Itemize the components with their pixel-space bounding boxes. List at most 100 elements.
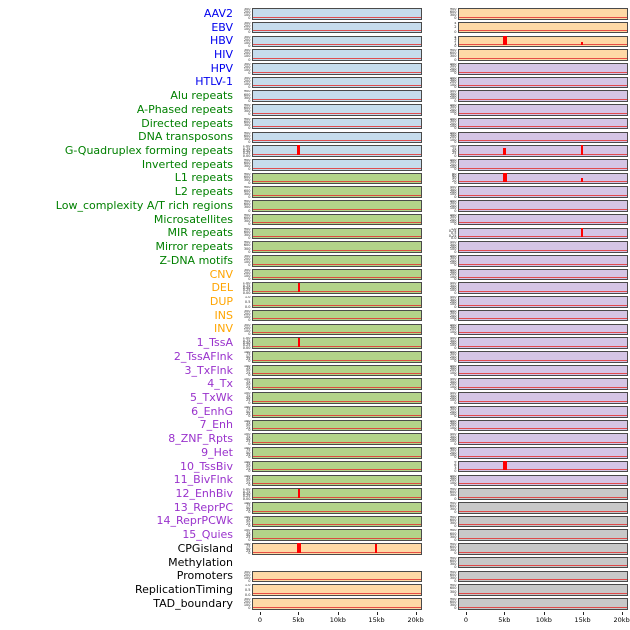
y-tick-label: 100: [243, 515, 251, 519]
y-tick-label: 0: [248, 441, 251, 445]
y-tick-label: 600: [243, 92, 251, 97]
right-track: [458, 255, 628, 267]
y-tick-label: 900: [243, 227, 251, 231]
right-ytick-labels: 400 300 200 100 0: [444, 378, 458, 390]
y-tick-label: 0: [248, 222, 251, 226]
row-label: 8_ZNF_Rpts: [168, 432, 233, 446]
y-tick-label: 200: [449, 286, 457, 291]
y-tick-label: 100: [243, 27, 251, 32]
y-tick-label: 300: [449, 270, 457, 275]
left-panel: 900 600 300 0: [238, 227, 422, 241]
right-ytick-labels: 400 300 200 100 0: [444, 310, 458, 322]
y-tick-label: 100: [449, 274, 457, 279]
y-tick-label: 0: [248, 386, 251, 391]
right-x-axis: 0 5kb 10kb 15kb 20kb: [458, 611, 630, 628]
right-panel: 400 300 200 100 0: [444, 432, 628, 446]
y-tick-label: 0: [248, 510, 251, 514]
y-tick-label: 100: [449, 261, 457, 266]
signal-baseline: [253, 236, 421, 238]
left-track: [252, 49, 422, 61]
row-label: EBV: [211, 20, 233, 34]
left-panel: 100 75 50 25 0: [238, 460, 422, 474]
right-panel: 900 600 300 0: [444, 487, 628, 501]
track-row: 6_EnhG 100 75 50 25 0 400 300 200 100 0: [0, 405, 630, 419]
right-track: [458, 392, 628, 404]
right-panel: 900 600 300 0: [444, 48, 628, 62]
y-tick-label: 300: [243, 76, 251, 80]
signal-baseline: [459, 565, 627, 567]
y-tick-label: 300: [449, 520, 457, 525]
x-tick-label: 5kb: [498, 615, 511, 624]
y-tick-label: 300: [449, 575, 457, 580]
y-tick-label: 20: [452, 178, 457, 183]
y-tick-label: 300: [243, 309, 251, 313]
y-tick-label: 100: [449, 425, 457, 430]
row-label: 1_TssA: [196, 336, 233, 350]
y-tick-label: 0: [454, 57, 457, 61]
signal-baseline: [459, 208, 627, 210]
y-tick-label: 100: [243, 405, 251, 409]
x-tick-mark: [298, 611, 300, 615]
y-tick-label: 0.0: [244, 304, 251, 308]
y-tick-label: 600: [449, 517, 457, 522]
y-tick-label: 0: [248, 43, 251, 48]
y-tick-label: 75: [246, 379, 251, 384]
y-tick-label: 100: [243, 378, 251, 382]
signal-baseline: [459, 167, 627, 169]
y-tick-label: 400: [449, 364, 457, 368]
signal-spike: [502, 172, 507, 183]
x-tick-label: 20kb: [613, 615, 630, 624]
y-tick-label: 100: [243, 364, 251, 368]
left-panel: 300 200 100 0: [238, 21, 422, 35]
left-panel: 900 600 300 0: [238, 185, 422, 199]
y-tick-label: 1.00: [242, 145, 251, 149]
signal-baseline: [459, 181, 627, 183]
right-ytick-labels: 400 300 200 100 0: [444, 475, 458, 487]
y-tick-label: 50: [246, 354, 251, 359]
signal-baseline: [253, 44, 421, 46]
row-label: 3_TxFlnk: [184, 363, 233, 377]
y-tick-label: 400: [449, 255, 457, 258]
x-tick-mark: [621, 611, 623, 615]
y-tick-label: 200: [243, 23, 251, 28]
right-ytick-labels: 400 300 200 100 0: [444, 282, 458, 294]
y-tick-label: 0.75: [242, 338, 251, 343]
row-label: INS: [214, 308, 233, 322]
y-tick-label: 0: [248, 57, 251, 61]
y-tick-label: 0: [248, 524, 251, 528]
row-label: 10_TssBiv: [180, 459, 233, 473]
y-tick-label: 1.0: [244, 584, 251, 588]
right-panel: 400 300 200 100 0: [444, 364, 628, 378]
left-track: [252, 570, 422, 583]
y-tick-label: 400: [449, 90, 457, 94]
left-track: [252, 557, 422, 569]
right-track: [458, 8, 628, 20]
y-tick-label: 25: [246, 480, 251, 485]
left-track: [252, 145, 422, 157]
y-tick-label: 900: [243, 241, 251, 245]
signal-baseline: [459, 428, 627, 430]
track-row: 14_ReprPCWk 100 75 50 25 0 900 600 300 0: [0, 515, 630, 529]
right-ytick-labels: 400 300 200 100 0: [444, 337, 458, 349]
y-tick-label: 100: [449, 453, 457, 458]
y-tick-label: 0.75: [242, 489, 251, 494]
signal-baseline: [253, 592, 421, 594]
y-tick-label: 600: [243, 119, 251, 124]
x-tick-label: 10kb: [535, 615, 552, 624]
y-tick-label: 50: [246, 533, 251, 538]
y-tick-label: 600: [243, 215, 251, 220]
left-ytick-labels: 900 600 300 0: [238, 159, 252, 171]
y-tick-label: 400: [449, 433, 457, 437]
signal-baseline: [459, 112, 627, 114]
y-tick-label: 0.5: [450, 231, 457, 236]
left-track: [252, 104, 422, 116]
x-tick-mark: [376, 611, 378, 615]
row-label: A-Phased repeats: [136, 102, 233, 116]
right-ytick-labels: 400 300 200 100 0: [444, 365, 458, 377]
y-tick-label: 75: [246, 530, 251, 535]
y-tick-label: 75: [246, 503, 251, 508]
right-panel: 400 300 200 100 0: [444, 185, 628, 199]
left-panel: 1.00 0.75 0.50 0.25 0.00: [238, 144, 422, 158]
left-track: [252, 227, 422, 240]
